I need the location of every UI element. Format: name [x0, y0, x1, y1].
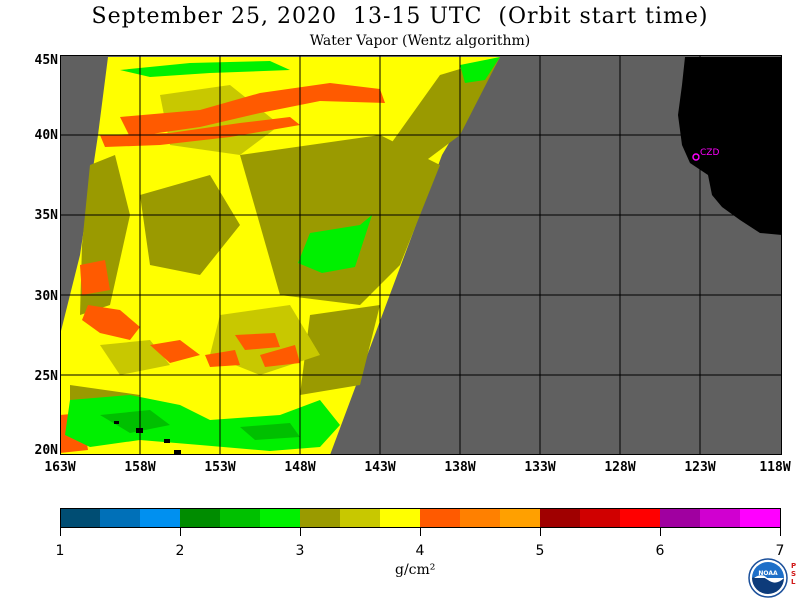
lon-label-138w: 138W — [444, 460, 476, 475]
lon-label-163w: 163W — [44, 460, 76, 475]
noaa-logo-icon: NOAA — [748, 558, 788, 598]
colorbar-swatch — [340, 508, 381, 528]
dark-green-regions — [100, 410, 300, 440]
lon-label-133w: 133W — [524, 460, 556, 475]
colorbar-swatch — [260, 508, 301, 528]
lat-label-35n: 35N — [34, 208, 58, 223]
colorbar-swatch — [740, 508, 781, 528]
orange-bands — [60, 83, 385, 453]
graticule — [60, 55, 782, 455]
lat-label-30n: 30N — [34, 289, 58, 304]
colorbar-swatch — [500, 508, 541, 528]
colorbar-swatch — [140, 508, 181, 528]
colorbar-label-3: 3 — [295, 543, 305, 559]
colorbar-swatch — [660, 508, 701, 528]
lat-label-40n: 40N — [34, 128, 58, 143]
colorbar-swatch — [580, 508, 621, 528]
colorbar-label-6: 6 — [655, 543, 665, 559]
colorbar-ticks — [60, 528, 781, 536]
colorbar-label-5: 5 — [535, 543, 545, 559]
colorbar-swatch — [420, 508, 461, 528]
colorbar-swatches — [60, 508, 781, 528]
colorbar-label-1: 1 — [55, 543, 65, 559]
lat-label-20n: 20N — [34, 443, 58, 458]
lon-label-123w: 123W — [684, 460, 716, 475]
lon-label-153w: 153W — [204, 460, 236, 475]
colorbar-swatch — [460, 508, 501, 528]
colorbar-swatch — [380, 508, 421, 528]
colorbar-swatch — [220, 508, 261, 528]
colorbar-swatch — [700, 508, 741, 528]
colorbar-frame — [60, 508, 781, 528]
colorbar — [60, 508, 781, 536]
lat-label-25n: 25N — [34, 369, 58, 384]
map-frame — [60, 55, 782, 455]
colorbar-units: g/cm² — [395, 562, 436, 578]
station-label: CZD — [700, 148, 719, 158]
land-region — [678, 57, 782, 235]
chart-title: September 25, 2020 13-15 UTC (Orbit star… — [91, 4, 709, 29]
lat-label-45n: 45N — [34, 53, 58, 68]
noaa-logo-text: NOAA — [758, 570, 778, 577]
lon-label-118w: 118W — [759, 460, 791, 475]
lon-label-128w: 128W — [604, 460, 636, 475]
station-marker — [692, 153, 700, 161]
colorbar-swatch — [100, 508, 141, 528]
water-vapor-map: CZD — [60, 55, 782, 455]
lon-label-158w: 158W — [124, 460, 156, 475]
colorbar-swatch — [540, 508, 581, 528]
chart-subtitle: Water Vapor (Wentz algorithm) — [309, 33, 531, 49]
colorbar-label-4: 4 — [415, 543, 425, 559]
colorbar-swatch — [300, 508, 341, 528]
lon-label-143w: 143W — [364, 460, 396, 475]
lon-label-148w: 148W — [284, 460, 316, 475]
colorbar-label-7: 7 — [775, 543, 785, 559]
colorbar-label-2: 2 — [175, 543, 185, 559]
colorbar-swatch — [620, 508, 661, 528]
colorbar-swatch — [180, 508, 221, 528]
colorbar-swatch — [60, 508, 101, 528]
